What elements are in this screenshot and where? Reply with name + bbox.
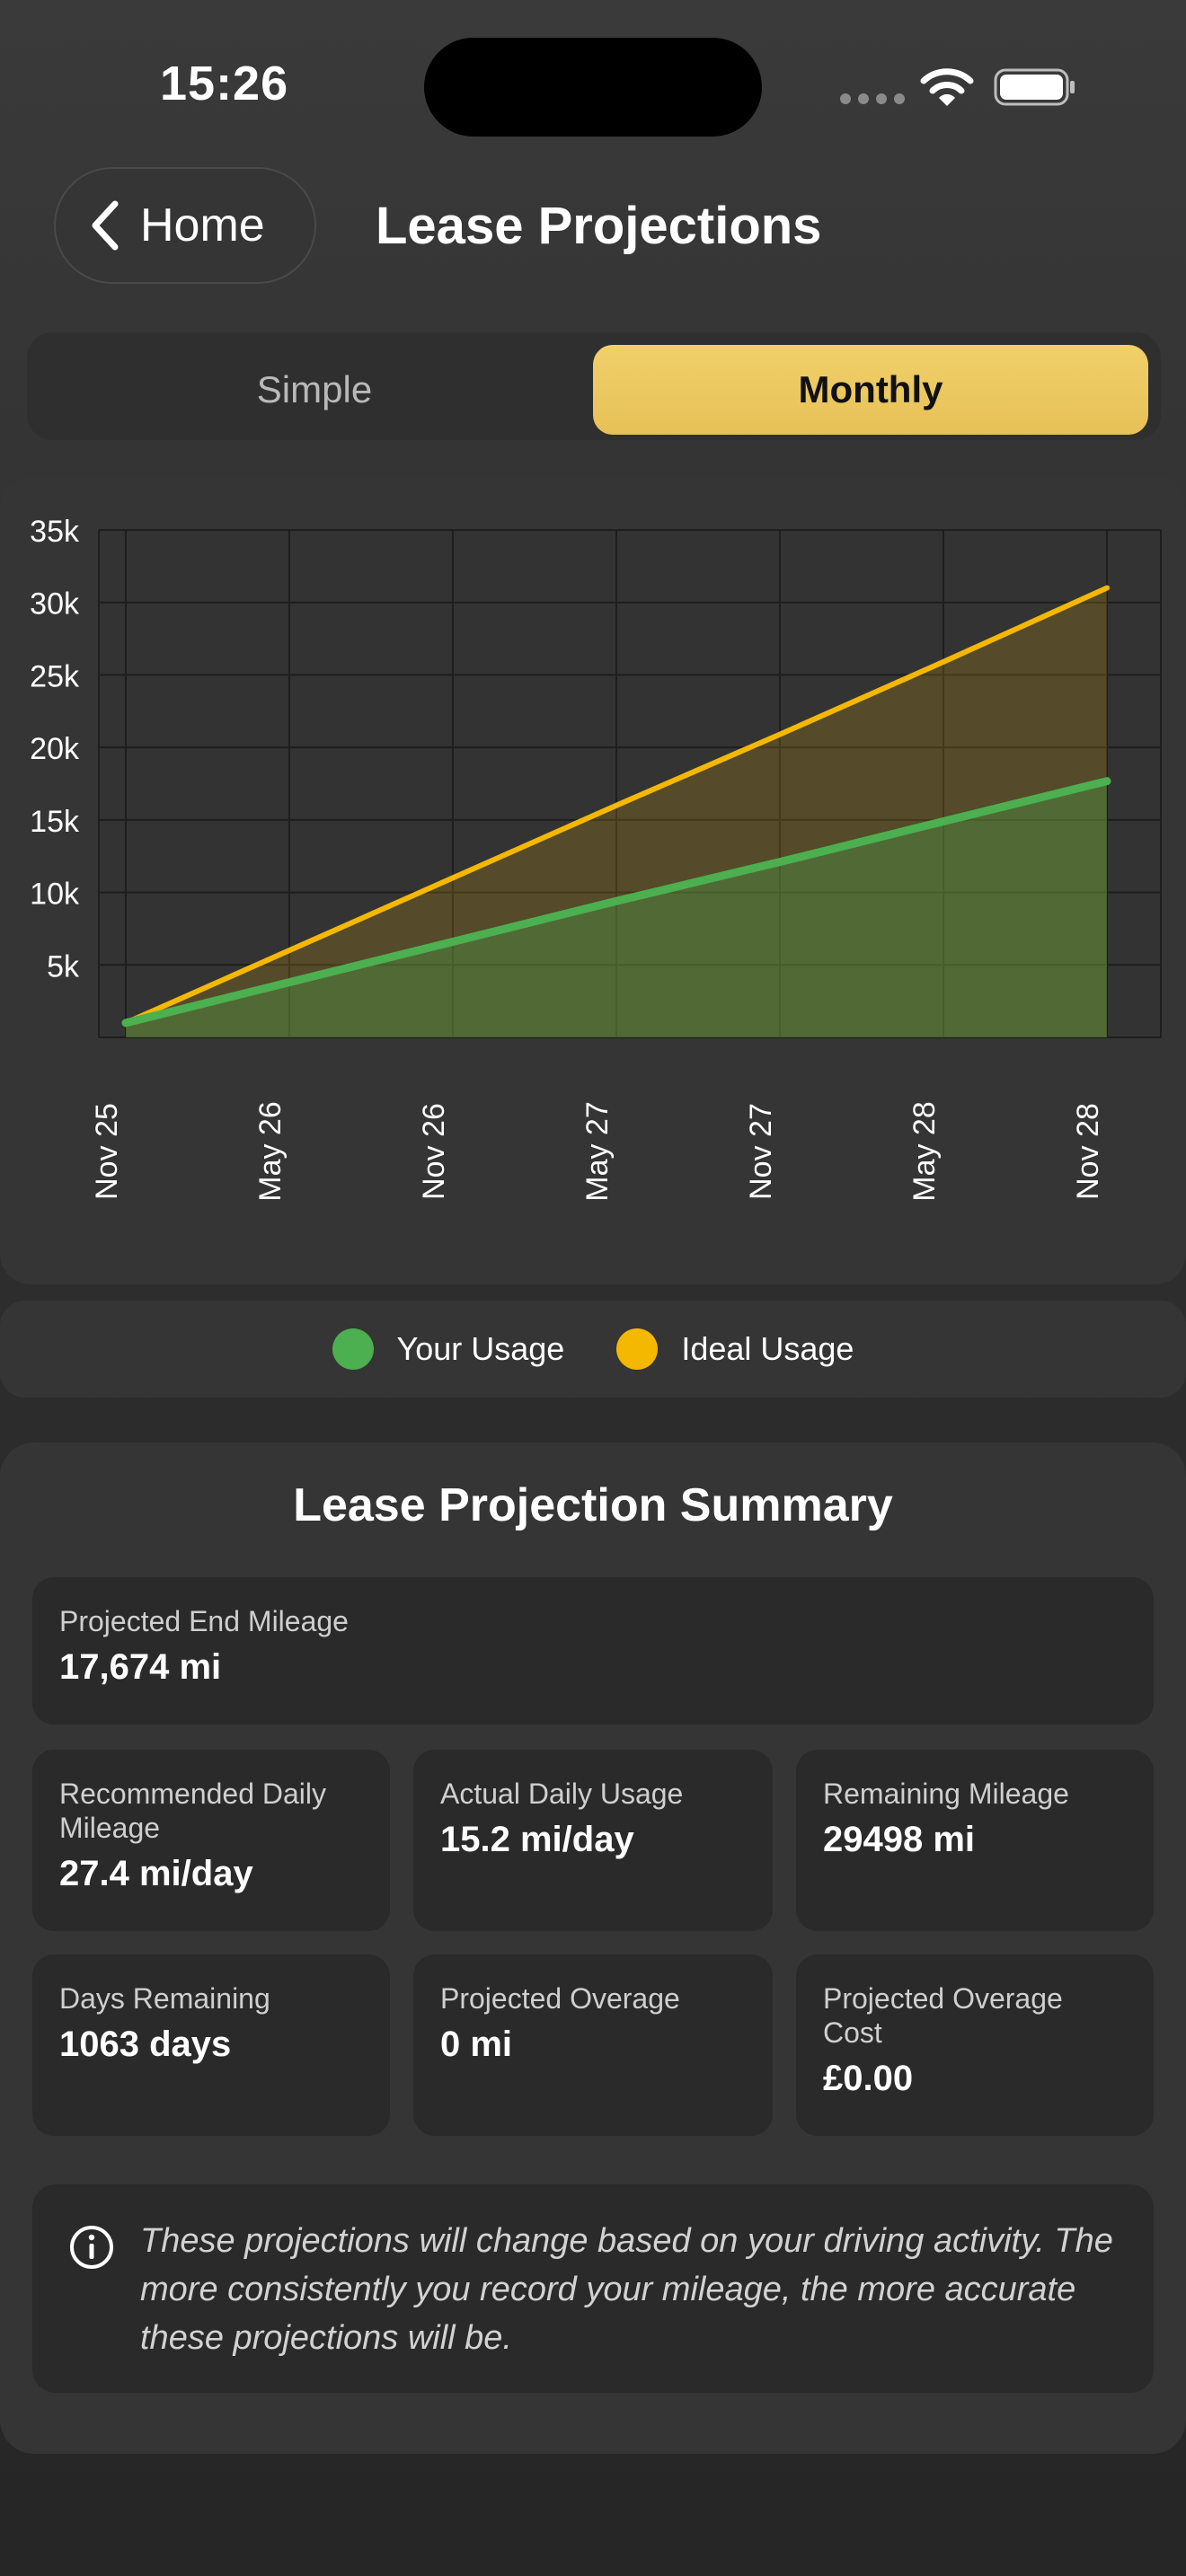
y-tick-label: 35k <box>30 515 80 549</box>
legend-label-ideal-usage: Ideal Usage <box>681 1330 854 1367</box>
usage-chart: 5k 10k 15k 20k 25k 30k 35k Nov 25 May 26 Nov 26 Ma… <box>30 515 1162 1202</box>
status-time: 15:26 <box>160 57 289 110</box>
tile-label: Actual Daily Usage <box>440 1778 684 1810</box>
y-tick-label: 5k <box>47 949 80 984</box>
tile-label: Days Remaining <box>59 1982 270 2015</box>
line-your-usage <box>121 777 1111 1028</box>
tile-value: 0 mi <box>440 2025 513 2064</box>
y-tick-label: 25k <box>30 659 80 693</box>
tile-label: Projected Overage <box>440 1982 680 2015</box>
wifi-icon <box>920 68 974 106</box>
info-note: These projections will change based on y… <box>32 2184 1154 2393</box>
plot-area <box>99 530 1161 1037</box>
x-tick-label: May 26 <box>253 1101 288 1202</box>
back-button[interactable]: Home <box>54 167 316 284</box>
tile-label: Remaining Mileage <box>823 1778 1069 1810</box>
legend-ideal-usage: Ideal Usage <box>616 1328 854 1370</box>
x-tick-label: Nov 27 <box>744 1103 778 1200</box>
summary-title: Lease Projection Summary <box>293 1479 893 1531</box>
segment-monthly[interactable]: Monthly <box>593 345 1148 435</box>
projected-end-mileage-tile: Projected End Mileage 17,674 mi <box>32 1577 1154 1725</box>
battery-icon <box>994 68 1075 106</box>
x-tick-label: May 27 <box>580 1101 615 1202</box>
x-tick-label: May 28 <box>907 1101 942 1202</box>
y-tick-label: 15k <box>30 805 80 839</box>
info-text: These projections will change based on y… <box>140 2222 1113 2357</box>
page-title: Lease Projections <box>376 197 822 255</box>
legend-dot-green <box>332 1328 374 1370</box>
tile-label: Projected End Mileage <box>59 1605 349 1637</box>
line-ideal-usage <box>123 585 1110 1026</box>
legend-dot-yellow <box>616 1328 659 1370</box>
x-tick-label: Nov 26 <box>417 1103 451 1200</box>
tile-value: 1063 days <box>59 2025 232 2064</box>
info-circle-icon <box>70 2226 113 2269</box>
y-tick-label: 20k <box>30 732 80 766</box>
tile-label: Projected Overage Cost <box>823 1982 1063 2049</box>
chevron-left-icon <box>92 200 119 251</box>
segment-simple[interactable]: Simple <box>256 368 373 410</box>
x-tick-label: Nov 28 <box>1071 1103 1105 1200</box>
back-button-label: Home <box>140 199 265 251</box>
overage-cost-tile: Projected Overage Cost £0.00 <box>796 1954 1154 2136</box>
y-tick-label: 10k <box>30 878 80 912</box>
legend-label-your-usage: Your Usage <box>396 1330 565 1367</box>
tile-label: Recommended Daily Mileage <box>59 1778 327 1844</box>
tile-value: £0.00 <box>823 2059 914 2098</box>
dynamic-island <box>424 38 762 137</box>
projected-overage-tile: Projected Overage 0 mi <box>413 1954 773 2136</box>
x-tick-label: Nov 25 <box>90 1103 124 1200</box>
y-tick-label: 30k <box>30 587 80 622</box>
legend-card <box>0 1301 1186 1398</box>
cellular-signal-icon <box>840 93 905 104</box>
tile-value: 29498 mi <box>823 1820 976 1859</box>
days-remaining-tile: Days Remaining 1063 days <box>32 1954 390 2136</box>
chart-legend: Your Usage Ideal Usage <box>0 1301 1186 1398</box>
tile-value: 15.2 mi/day <box>440 1820 634 1859</box>
legend-your-usage: Your Usage <box>332 1328 565 1370</box>
tile-value: 27.4 mi/day <box>59 1854 253 1893</box>
actual-daily-tile: Actual Daily Usage 15.2 mi/day <box>413 1750 773 1931</box>
remaining-mileage-tile: Remaining Mileage 29498 mi <box>796 1750 1154 1931</box>
tile-value: 17,674 mi <box>59 1647 222 1687</box>
recommended-daily-tile: Recommended Daily Mileage 27.4 mi/day <box>32 1750 390 1931</box>
